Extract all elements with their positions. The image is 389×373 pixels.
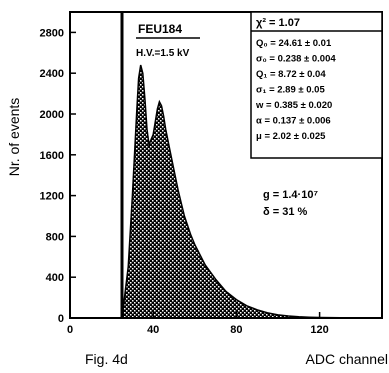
- delta-value: δ = 31 %: [263, 206, 307, 218]
- x-tick-label: 40: [147, 324, 159, 336]
- y-axis-title: Nr. of events: [6, 98, 22, 177]
- histogram-area: [121, 64, 383, 319]
- y-tick-label: 0: [58, 313, 64, 325]
- y-tick-label: 2800: [40, 27, 64, 39]
- x-tick-label: 80: [230, 324, 242, 336]
- chi2-value: χ² = 1.07: [256, 17, 300, 29]
- fit-param: μ = 2.02 ± 0.025: [256, 131, 326, 142]
- y-tick-label: 1200: [40, 191, 64, 203]
- fit-param: Q₀ = 24.61 ± 0.01: [256, 38, 332, 49]
- y-tick-label: 2400: [40, 68, 64, 80]
- fit-param: σ₁ = 2.89 ± 0.05: [256, 85, 325, 96]
- x-axis-title: ADC channel: [306, 351, 389, 367]
- fit-param: α = 0.137 ± 0.006: [256, 116, 331, 127]
- x-tick-label: 0: [67, 324, 73, 336]
- fit-params-list: Q₀ = 24.61 ± 0.01 σ₀ = 0.238 ± 0.004 Q₁ = …: [255, 38, 336, 142]
- y-tick-label: 800: [46, 231, 64, 243]
- y-tick-label: 400: [46, 272, 64, 284]
- figure-label: Fig. 4d: [85, 351, 128, 367]
- series-area: [121, 64, 383, 319]
- gain-value: g = 1.4·10⁷: [263, 189, 318, 201]
- tube-label: FEU184: [138, 22, 182, 36]
- fit-param: Q₁ = 8.72 ± 0.04: [256, 69, 326, 80]
- axis-ticks: 0 400 800 1200 1600 2000 2400 2800 0 40 80 120: [40, 27, 329, 336]
- hv-label: H.V.=1.5 kV: [136, 48, 190, 59]
- y-tick-label: 2000: [40, 109, 64, 121]
- y-tick-label: 1600: [40, 150, 64, 162]
- plot-frame: [69, 11, 383, 319]
- fit-params-box: [250, 11, 383, 159]
- fit-param: σ₀ = 0.238 ± 0.004: [256, 54, 336, 65]
- fit-param: w = 0.385 ± 0.020: [255, 100, 332, 111]
- x-tick-label: 120: [310, 324, 328, 336]
